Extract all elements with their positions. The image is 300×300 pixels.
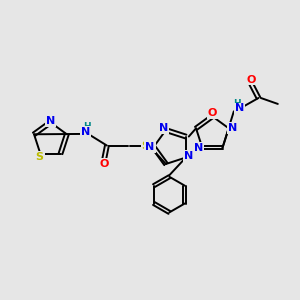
Text: N: N xyxy=(46,116,55,126)
Text: S: S xyxy=(36,152,44,161)
Text: O: O xyxy=(246,75,256,85)
Text: O: O xyxy=(99,159,109,169)
Text: N: N xyxy=(194,142,203,153)
Text: N: N xyxy=(159,123,168,133)
Text: N: N xyxy=(81,127,90,136)
Text: N: N xyxy=(235,103,244,113)
Text: S: S xyxy=(142,140,149,151)
Text: O: O xyxy=(208,108,217,118)
Text: H: H xyxy=(83,122,91,131)
Text: N: N xyxy=(228,123,237,133)
Text: N: N xyxy=(146,142,154,152)
Text: H: H xyxy=(233,99,241,108)
Text: N: N xyxy=(184,151,194,161)
